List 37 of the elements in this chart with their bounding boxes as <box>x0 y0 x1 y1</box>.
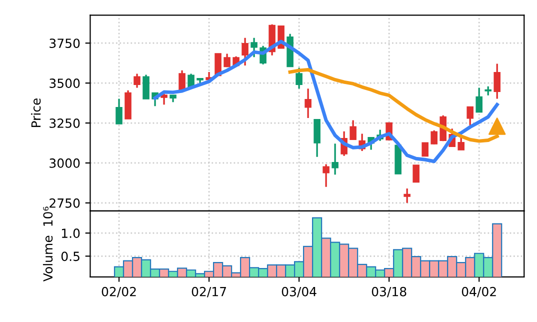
y-axis-title: Price <box>31 98 41 128</box>
y-axis-title: Volume 10⁶ <box>42 206 53 282</box>
candlestick <box>188 72 194 88</box>
candlestick <box>160 92 168 106</box>
candlestick <box>476 86 482 113</box>
candlestick <box>430 130 438 146</box>
candlestick <box>178 70 186 91</box>
candlestick <box>304 88 312 119</box>
y-tick-label: 3250 <box>50 118 80 128</box>
candlestick <box>250 36 258 58</box>
candlestick <box>224 52 230 68</box>
candlestick <box>466 106 474 126</box>
x-tick-label: 03/04 <box>282 286 316 298</box>
candlestick <box>322 163 330 188</box>
candlestick <box>314 118 320 158</box>
x-tick-label: 04/02 <box>462 286 496 298</box>
y-tick-label: 3750 <box>50 38 80 48</box>
candlestick <box>422 142 428 157</box>
candlestick <box>134 72 140 89</box>
y-tick-label: 2750 <box>50 198 80 208</box>
y-tick-label: 3500 <box>50 78 80 88</box>
candlestick <box>412 164 420 183</box>
candlestick <box>142 74 150 100</box>
y-tick-label: 1.0 <box>62 228 80 238</box>
x-tick-label: 02/02 <box>102 286 136 298</box>
candlestick <box>296 66 302 90</box>
x-tick-label: 02/17 <box>192 286 226 298</box>
candlestick <box>242 36 248 66</box>
candlestick <box>458 136 464 151</box>
x-tick-label: 03/18 <box>372 286 406 298</box>
candlestick <box>404 188 410 204</box>
candlestick <box>494 62 500 100</box>
y-tick-label: 0.5 <box>61 252 80 262</box>
candlestick <box>332 142 338 176</box>
y-tick-label: 3000 <box>50 158 80 168</box>
candlestick <box>116 98 122 125</box>
candlestick <box>350 119 356 140</box>
